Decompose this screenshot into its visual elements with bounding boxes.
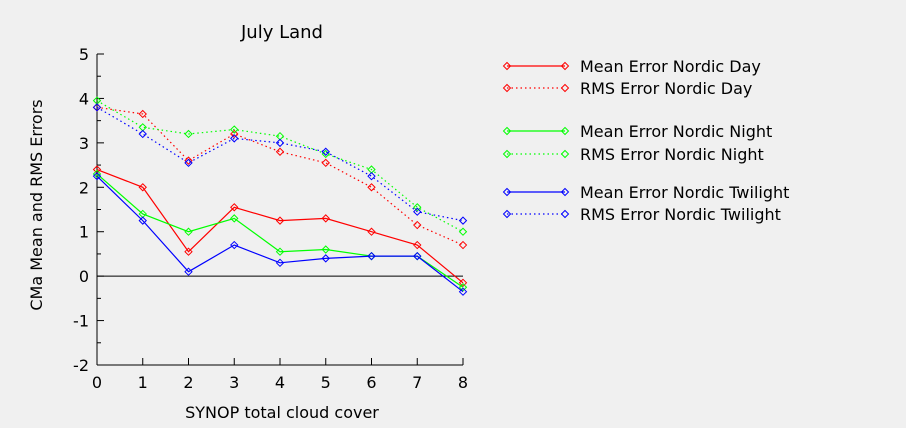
y-tick-label: -1 (73, 312, 89, 331)
data-point (413, 240, 422, 250)
series-line (96, 100, 464, 233)
data-point (230, 214, 239, 223)
data-point (367, 251, 376, 261)
legend-marker (560, 61, 570, 71)
series-5 (92, 103, 468, 225)
legend-label: Mean Error Nordic Day (580, 57, 761, 76)
data-point (138, 129, 147, 139)
legend: Mean Error Nordic Day RMS Error Nordic Da… (502, 57, 789, 224)
data-point (138, 183, 147, 192)
data-point (367, 227, 376, 236)
data-point (321, 245, 330, 254)
data-point (275, 247, 285, 256)
data-point (138, 216, 147, 225)
data-point (321, 147, 330, 156)
y-tick-label: 3 (79, 134, 89, 153)
series-line (96, 175, 464, 293)
data-point (230, 129, 239, 139)
data-point (413, 220, 422, 230)
data-point (92, 103, 102, 112)
y-tick-label: -2 (73, 356, 89, 375)
legend-item-1: RMS Error Nordic Day (502, 79, 752, 98)
data-point (230, 240, 239, 250)
data-point (275, 138, 285, 148)
data-point (138, 109, 147, 119)
data-point (458, 240, 468, 250)
legend-marker (502, 187, 512, 197)
x-tick-label: 8 (458, 373, 468, 392)
data-point (92, 169, 102, 179)
data-point (184, 227, 193, 236)
legend-item-5: RMS Error Nordic Twilight (502, 205, 781, 224)
data-point (230, 134, 239, 143)
legend-marker (560, 83, 570, 93)
legend-item-4: Mean Error Nordic Twilight (502, 183, 789, 202)
legend-item-3: RMS Error Nordic Night (502, 145, 764, 164)
data-point (321, 158, 330, 168)
legend-label: RMS Error Nordic Twilight (580, 205, 781, 224)
x-tick-label: 7 (412, 373, 422, 392)
legend-label: RMS Error Nordic Day (580, 79, 752, 98)
legend-marker (502, 149, 512, 159)
data-point (458, 287, 468, 296)
data-point (458, 216, 468, 225)
series-line (96, 168, 464, 284)
legend-marker (502, 126, 512, 136)
data-point (184, 129, 193, 139)
data-point (275, 147, 285, 156)
series-0 (92, 165, 468, 288)
series-4 (92, 171, 468, 296)
data-point (321, 214, 330, 223)
data-point (184, 247, 193, 256)
series-3 (92, 96, 468, 236)
data-point (413, 203, 422, 212)
y-tick-label: 1 (79, 223, 89, 242)
data-point (92, 171, 102, 181)
chart-title: July Land (240, 22, 323, 43)
legend-marker (560, 126, 570, 136)
data-point (367, 183, 376, 192)
y-tick-label: 0 (79, 267, 89, 286)
x-tick-label: 0 (92, 373, 102, 392)
data-point (184, 158, 193, 168)
x-tick-label: 4 (275, 373, 285, 392)
legend-marker (560, 187, 570, 197)
x-tick-label: 1 (138, 373, 148, 392)
data-point (275, 216, 285, 225)
data-point (458, 227, 468, 236)
legend-label: Mean Error Nordic Twilight (580, 183, 789, 202)
x-axis-label: SYNOP total cloud cover (185, 403, 379, 422)
legend-label: Mean Error Nordic Night (580, 122, 772, 141)
data-point (413, 251, 422, 261)
x-tick-label: 6 (366, 373, 376, 392)
plot-area: 0 1 2 3 4 5 6 7 8 -2 -1 0 1 2 3 4 5 (73, 45, 468, 392)
x-tick-label: 3 (229, 373, 239, 392)
data-point (367, 171, 376, 181)
data-point (413, 207, 422, 216)
legend-marker (560, 149, 570, 159)
x-tick-label: 2 (183, 373, 193, 392)
data-point (321, 254, 330, 263)
data-point (184, 267, 193, 276)
data-point (184, 156, 193, 165)
data-point (458, 283, 468, 292)
x-tick-label: 5 (321, 373, 331, 392)
legend-marker (502, 61, 512, 71)
data-point (458, 278, 468, 288)
legend-marker (502, 209, 512, 219)
legend-item-2: Mean Error Nordic Night (502, 122, 772, 141)
data-point (230, 125, 239, 134)
legend-item-0: Mean Error Nordic Day (502, 57, 761, 76)
legend-marker (560, 209, 570, 219)
y-axis-label: CMa Mean and RMS Errors (27, 99, 46, 310)
y-tick-label: 4 (79, 89, 89, 108)
data-point (230, 203, 239, 212)
data-point (275, 258, 285, 268)
y-tick-label: 2 (79, 178, 89, 197)
legend-marker (502, 83, 512, 93)
legend-label: RMS Error Nordic Night (580, 145, 764, 164)
y-tick-label: 5 (79, 45, 89, 64)
